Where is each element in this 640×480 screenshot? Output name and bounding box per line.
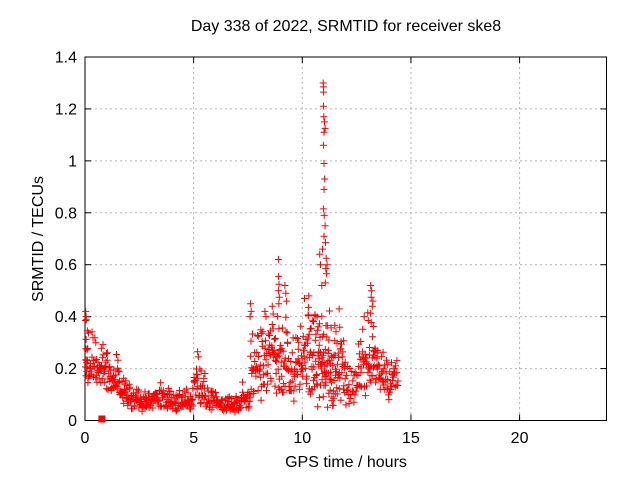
x-tick-label-20: 20 — [511, 430, 529, 447]
y-tick-label-0: 0 — [68, 413, 77, 430]
data-points-layer — [81, 79, 402, 416]
y-tick-label-0.4: 0.4 — [55, 309, 77, 326]
x-tick-label-15: 15 — [402, 430, 420, 447]
y-tick-label-0.2: 0.2 — [55, 361, 77, 378]
tick-layer — [84, 56, 607, 421]
x-tick-label-5: 5 — [189, 430, 198, 447]
y-tick-label-0.8: 0.8 — [55, 205, 77, 222]
y-tick-label-1.4: 1.4 — [55, 50, 77, 67]
y-axis-label: SRMTID / TECUs — [30, 176, 47, 302]
plot-frame — [84, 56, 607, 421]
y-tick-label-1.2: 1.2 — [55, 101, 77, 118]
grid-layer — [85, 57, 607, 421]
x-axis-label: GPS time / hours — [285, 454, 407, 471]
chart-title: Day 338 of 2022, SRMTID for receiver ske… — [191, 18, 501, 35]
y-tick-label-0.6: 0.6 — [55, 257, 77, 274]
y-tick-label-1: 1 — [68, 153, 77, 170]
x-tick-label-0: 0 — [81, 430, 90, 447]
x-tick-label-10: 10 — [293, 430, 311, 447]
tick-label-layer: 0 5 10 15 20 0 0.2 0.4 0.6 0.8 1 1.2 1.4 — [55, 50, 529, 448]
filled-square-marker — [98, 415, 106, 423]
